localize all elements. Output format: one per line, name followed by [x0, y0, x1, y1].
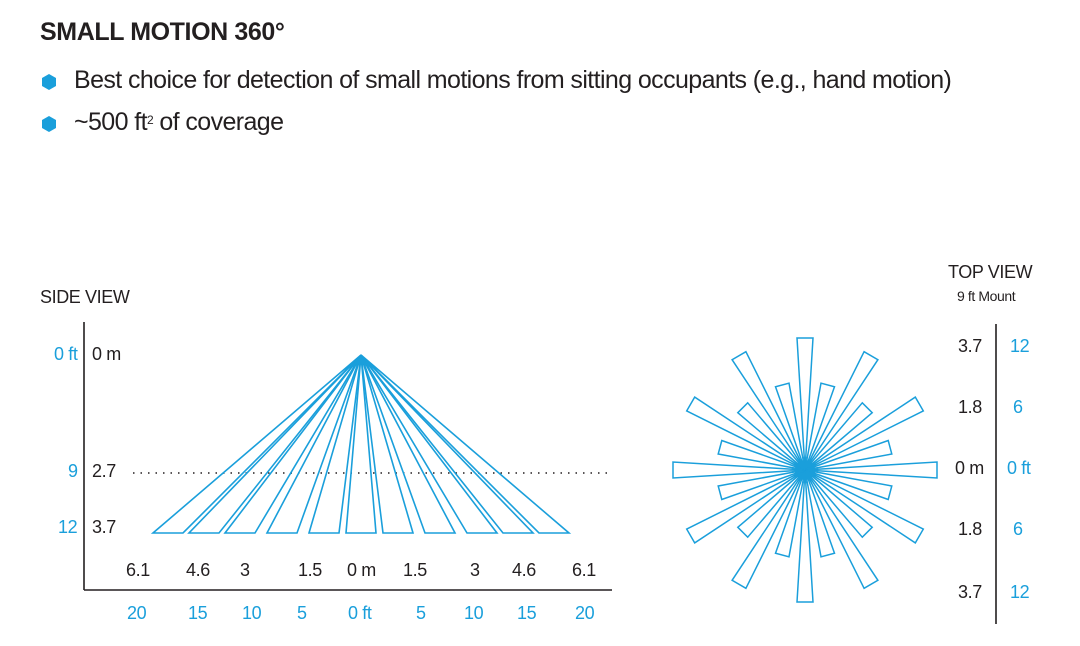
side-left-m-label: 3.7 [92, 517, 116, 537]
top-beam-shape [804, 350, 879, 471]
side-bottom-m-label: 3 [470, 560, 480, 580]
top-beam-shape [774, 382, 806, 471]
side-bottom-ft-label: 15 [517, 603, 537, 623]
top-view-title: TOP VIEW [948, 262, 1033, 282]
top-beam-shape [774, 469, 806, 558]
side-beam-shape [150, 354, 362, 534]
bullet-text: ~500 ft2 of coverage [74, 108, 284, 136]
top-view-subtitle: 9 ft Mount [957, 288, 1016, 304]
top-right-m-label: 3.7 [958, 582, 982, 602]
side-beam-shape [360, 354, 415, 534]
side-left-ft-label: 12 [58, 517, 78, 537]
side-left-m-label: 0 m [92, 344, 121, 364]
top-beam-shape [731, 350, 806, 471]
top-beam-shape [804, 469, 874, 539]
top-beam-shape [804, 461, 938, 479]
side-bottom-m-label: 6.1 [572, 560, 596, 580]
top-beam-shape [731, 469, 806, 590]
side-bottom-ft-label: 5 [416, 603, 426, 623]
top-right-m-label: 1.8 [958, 397, 982, 417]
top-beam-shape [804, 382, 836, 471]
side-beam-shape [360, 354, 535, 534]
side-bottom-m-label: 3 [240, 560, 250, 580]
side-left-ft-label: 0 ft [54, 344, 78, 364]
side-view-title: SIDE VIEW [40, 287, 130, 307]
top-beam-shape [717, 439, 806, 471]
side-bottom-m-label: 0 m [347, 560, 376, 580]
top-right-ft-label: 12 [1010, 336, 1030, 356]
top-beam-shape [736, 469, 806, 539]
top-beam-shape [717, 469, 806, 501]
top-beam-shape [804, 469, 925, 544]
top-beam-shape [736, 401, 806, 471]
bullet-text: Best choice for detection of small motio… [74, 66, 952, 94]
side-beam-shape [223, 354, 362, 534]
side-bottom-ft-label: 20 [575, 603, 595, 623]
top-beam-shape [804, 401, 874, 471]
side-bottom-ft-label: 5 [297, 603, 307, 623]
top-beam-shape [685, 469, 806, 544]
side-bottom-m-label: 6.1 [126, 560, 150, 580]
top-right-m-label: 1.8 [958, 519, 982, 539]
side-bottom-ft-label: 15 [188, 603, 208, 623]
top-beam-shape [796, 469, 814, 603]
hexagon-bullet-icon [42, 116, 56, 132]
side-beam-shape [345, 354, 377, 534]
hexagon-bullet-icon [42, 74, 56, 90]
top-beam-shape [804, 469, 836, 558]
side-beam-shape [360, 354, 572, 534]
top-right-ft-label: 6 [1013, 397, 1023, 417]
side-bottom-m-label: 4.6 [186, 560, 210, 580]
top-view-detection-beams [672, 337, 938, 603]
page-title: SMALL MOTION 360° [40, 18, 285, 46]
side-bottom-ft-label: 0 ft [348, 603, 372, 623]
top-beam-shape [685, 396, 806, 471]
top-right-ft-label: 6 [1013, 519, 1023, 539]
side-beam-shape [265, 354, 362, 534]
side-left-m-label: 2.7 [92, 461, 116, 481]
side-view-detection-beams [150, 354, 572, 534]
side-beam-shape [360, 354, 457, 534]
top-right-m-label: 0 m [955, 458, 984, 478]
top-beam-shape [672, 461, 806, 479]
side-beam-shape [187, 354, 362, 534]
side-beam-shape [360, 354, 499, 534]
top-right-ft-label: 0 ft [1007, 458, 1031, 478]
side-left-ft-label: 9 [68, 461, 78, 481]
top-beam-shape [804, 469, 879, 590]
side-bottom-ft-label: 10 [464, 603, 484, 623]
top-beam-shape [804, 396, 925, 471]
top-beam-shape [796, 337, 814, 471]
side-bottom-m-label: 4.6 [512, 560, 536, 580]
side-beam-shape [307, 354, 362, 534]
top-beam-shape [804, 439, 893, 471]
side-bottom-ft-label: 20 [127, 603, 147, 623]
side-bottom-ft-label: 10 [242, 603, 262, 623]
top-beam-shape [804, 469, 893, 501]
side-bottom-m-label: 1.5 [403, 560, 427, 580]
side-bottom-m-label: 1.5 [298, 560, 322, 580]
top-right-ft-label: 12 [1010, 582, 1030, 602]
top-right-m-label: 3.7 [958, 336, 982, 356]
